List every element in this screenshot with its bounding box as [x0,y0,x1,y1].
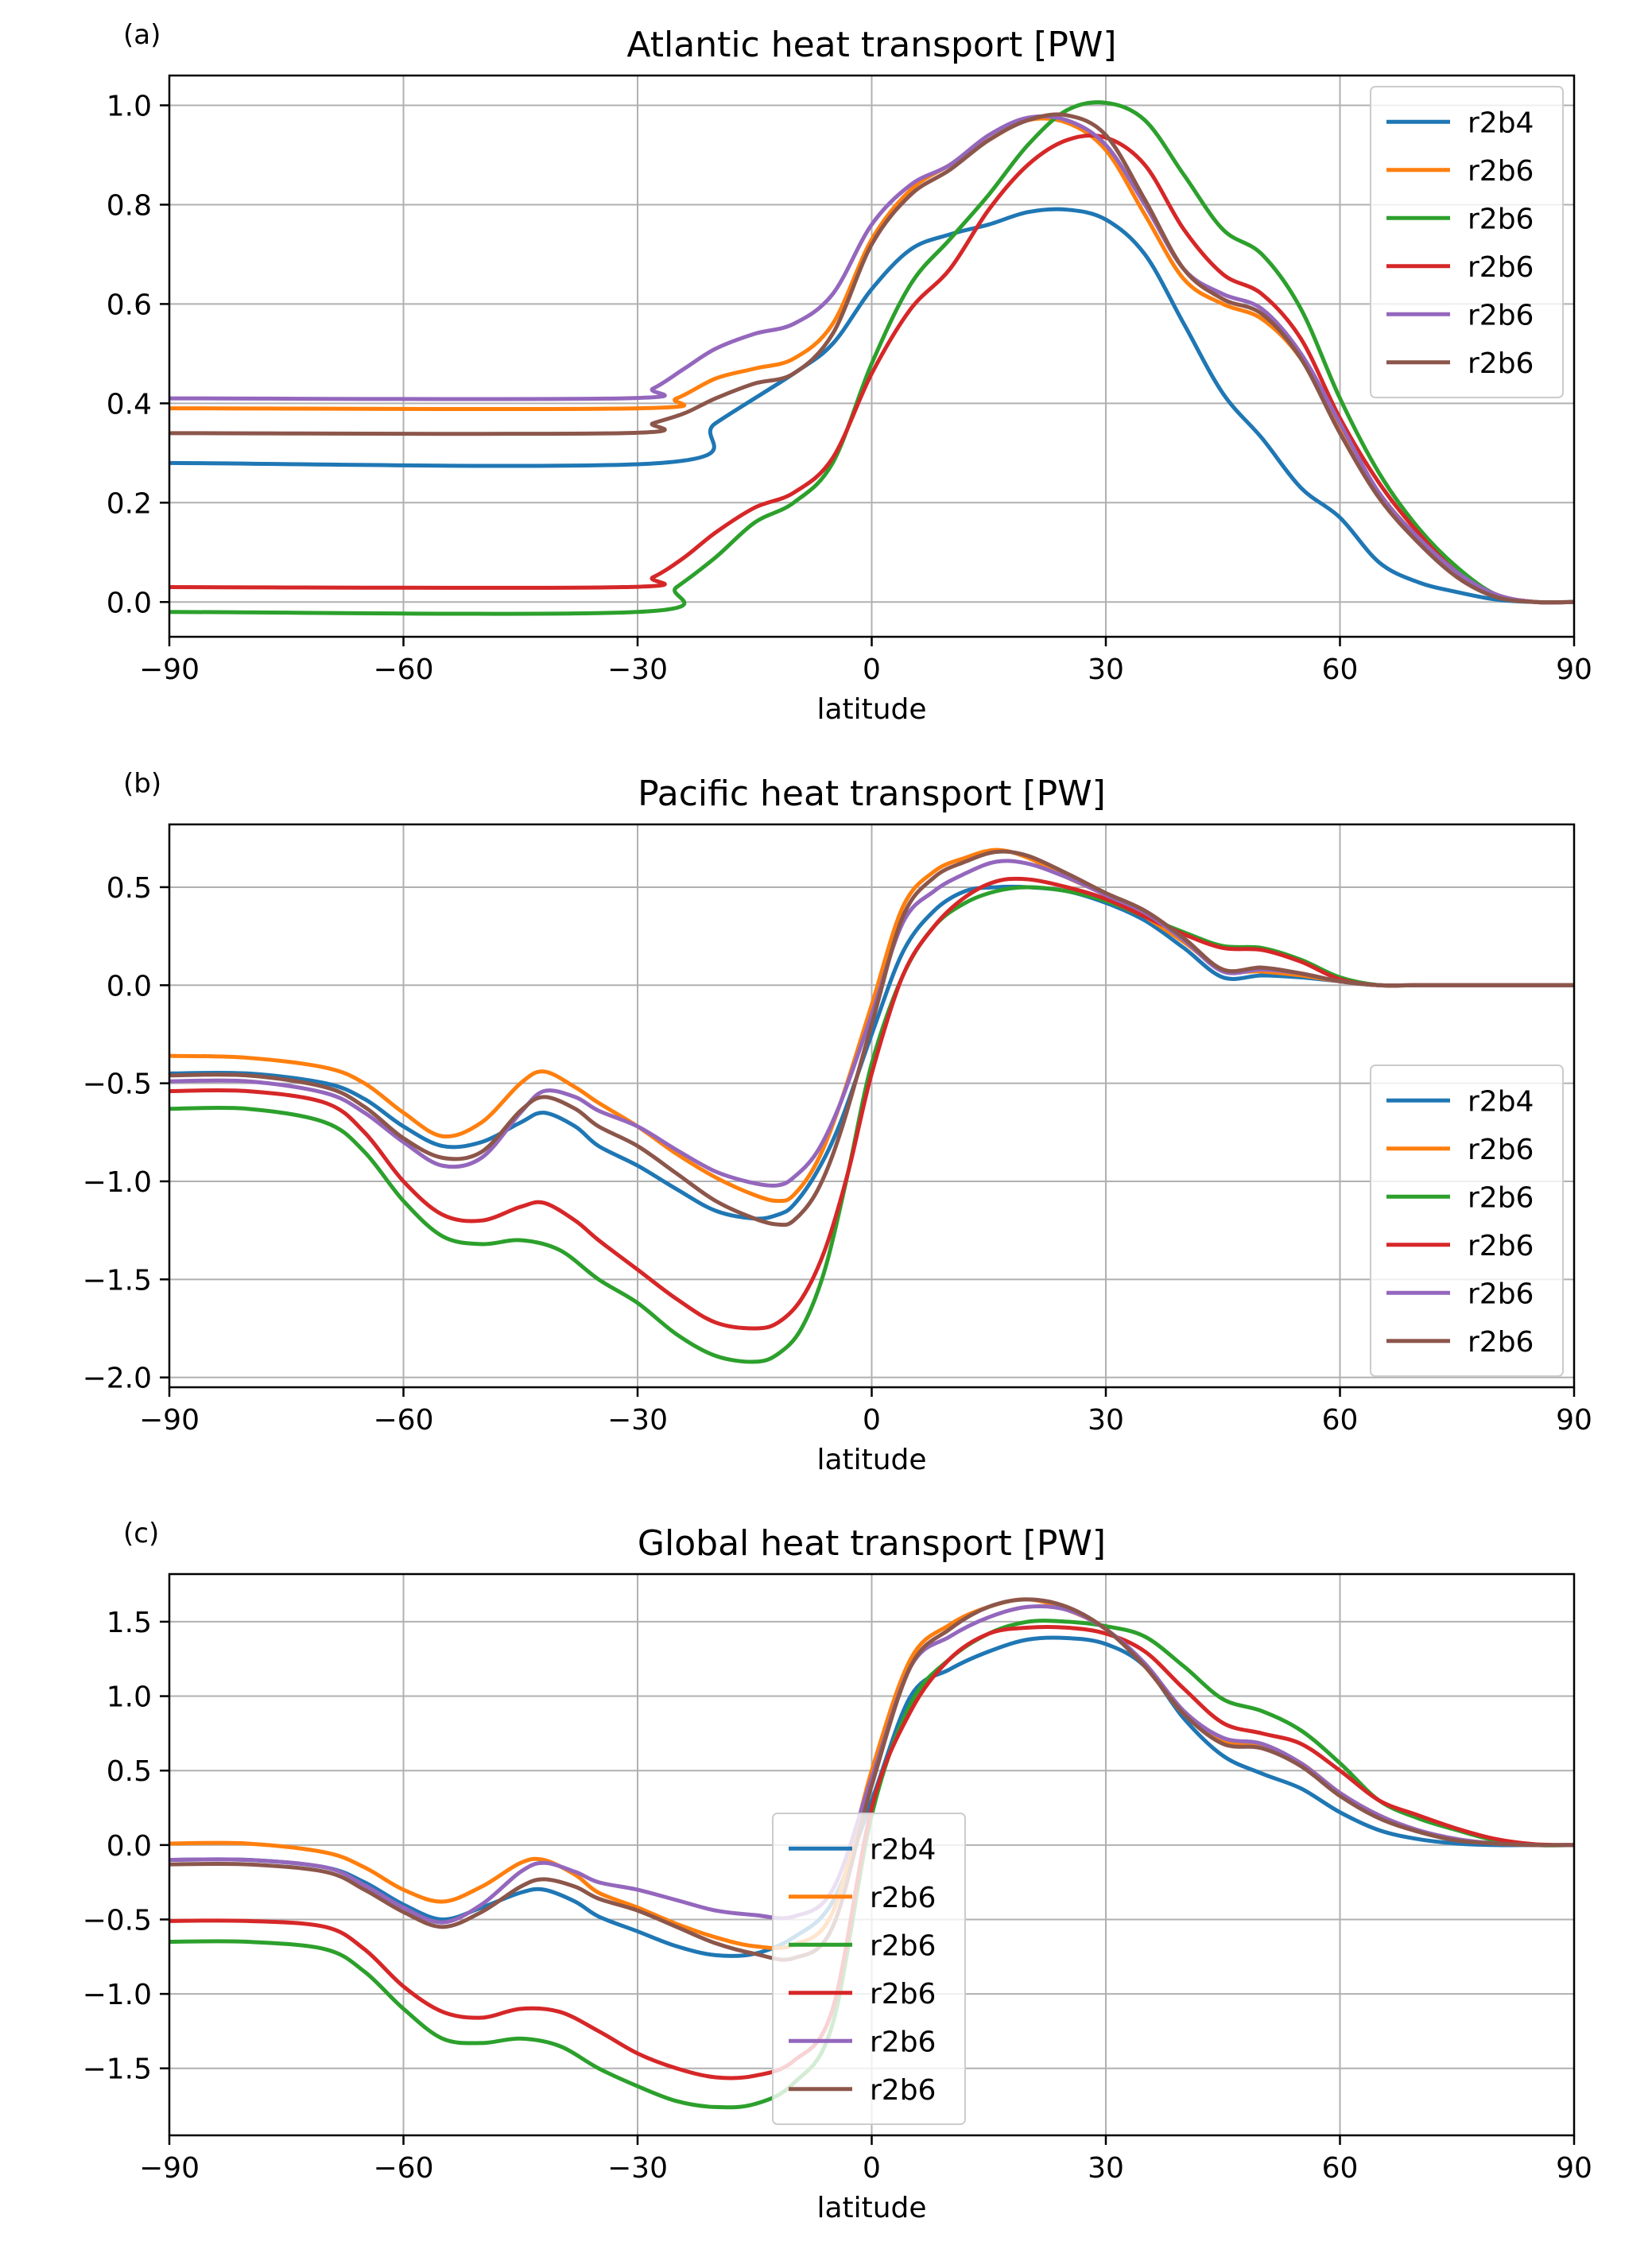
panel-label: (a) [123,19,161,51]
y-tick-label: 0.6 [107,289,152,321]
legend-label: r2b6 [870,1929,936,1962]
series-group [169,847,1574,1364]
y-tick-label: 0.5 [107,1755,152,1788]
x-tick-label: −60 [374,1404,434,1437]
y-tick-label: −0.5 [83,1904,152,1937]
x-tick-label: −90 [139,1404,200,1437]
x-tick-label: 0 [863,653,881,686]
y-tick-label: 0.0 [107,970,152,1002]
y-tick-label: 1.5 [107,1607,152,1639]
legend-label: r2b6 [1468,347,1534,380]
series-line-4 [169,876,1574,1331]
legend: r2b4 r2b6 r2b6 r2b6 r2b6 r2b6 [1370,86,1564,398]
chart-panel-3: −90 −60 −30 0 30 60 90 −1.5 −1.0 −0.5 0.0 0.5 1.0 1.5… [83,1518,1592,2224]
chart-title: Atlantic heat transport [PW] [626,25,1116,65]
chart-panel-2: −90 −60 −30 0 30 60 90 −2.0 −1.5 −1.0 −0.5 0.0 0.5 Pa… [83,768,1592,1476]
x-tick-label: 30 [1088,1404,1124,1437]
x-tick-label: −90 [139,2152,200,2185]
y-tick-label: −1.0 [83,1979,152,2011]
y-tick-label: −2.0 [83,1363,152,1395]
legend-label: r2b6 [870,2026,936,2058]
x-tick-label: 0 [863,2152,881,2185]
x-axis-label: latitude [816,2192,926,2224]
x-axis-label: latitude [816,693,926,726]
panel-label: (b) [123,768,161,800]
y-tick-label: −0.5 [83,1068,152,1101]
series-line-6 [169,849,1574,1227]
legend-label: r2b6 [870,1882,936,1914]
series-line-1 [169,207,1574,604]
legend-label: r2b6 [1468,1134,1534,1166]
x-tick-label: 30 [1088,653,1124,686]
x-tick-label: −90 [139,653,200,686]
x-tick-label: 30 [1088,2152,1124,2185]
legend: r2b4 r2b6 r2b6 r2b6 r2b6 r2b6 [772,1813,966,2125]
x-axis-label: latitude [816,1444,926,1476]
x-tick-label: 90 [1556,2152,1592,2185]
x-tick-label: 60 [1322,653,1359,686]
chart-title: Pacific heat transport [PW] [638,774,1106,814]
x-tick-label: −30 [607,1404,668,1437]
legend-label: r2b6 [870,1978,936,2011]
series-line-6 [169,112,1574,605]
series-line-6 [169,1597,1574,1962]
legend-label: r2b6 [1468,1181,1534,1214]
series-line-4 [169,1624,1574,2080]
legend-label: r2b6 [1468,1278,1534,1310]
y-tick-label: 0.8 [107,189,152,222]
y-tick-label: 0.4 [107,388,152,421]
x-tick-label: 60 [1322,1404,1359,1437]
y-tick-label: 0.2 [107,487,152,520]
legend-box [1370,86,1564,398]
x-tick-label: 90 [1556,653,1592,686]
legend-label: r2b6 [1468,251,1534,284]
legend-box [772,1813,966,2125]
series-group [169,1597,1574,2110]
legend-box [1370,1064,1564,1377]
x-tick-label: 90 [1556,1404,1592,1437]
legend-label: r2b4 [870,1833,936,1866]
legend-label: r2b6 [870,2074,936,2107]
x-tick-label: −30 [607,653,668,686]
y-tick-label: 0.5 [107,872,152,905]
y-tick-label: −1.0 [83,1166,152,1199]
series-group [169,100,1574,616]
x-tick-label: 0 [863,1404,881,1437]
chart-panel-1: −90 −60 −30 0 30 60 90 0.0 0.2 0.4 0.6 0.8 1.0 Atlant… [107,19,1592,726]
legend-label: r2b6 [1468,1230,1534,1262]
y-tick-label: −1.5 [83,2053,152,2086]
legend-label: r2b6 [1468,203,1534,235]
y-tick-label: 0.0 [107,587,152,619]
y-tick-label: 1.0 [107,90,152,122]
chart-title: Global heat transport [PW] [638,1523,1106,1564]
y-tick-label: −1.5 [83,1264,152,1297]
x-tick-label: −60 [374,2152,434,2185]
legend: r2b4 r2b6 r2b6 r2b6 r2b6 r2b6 [1370,1064,1564,1377]
x-tick-label: −60 [374,653,434,686]
series-line-4 [169,133,1574,605]
legend-label: r2b4 [1468,107,1534,139]
series-line-3 [169,100,1574,616]
panel-label: (c) [123,1518,159,1549]
y-tick-label: 0.0 [107,1830,152,1863]
legend-label: r2b6 [1468,1326,1534,1359]
legend-label: r2b4 [1468,1085,1534,1118]
legend-label: r2b6 [1468,155,1534,188]
x-tick-label: 60 [1322,2152,1359,2185]
x-tick-label: −30 [607,2152,668,2185]
legend-label: r2b6 [1468,299,1534,332]
y-tick-label: 1.0 [107,1681,152,1714]
